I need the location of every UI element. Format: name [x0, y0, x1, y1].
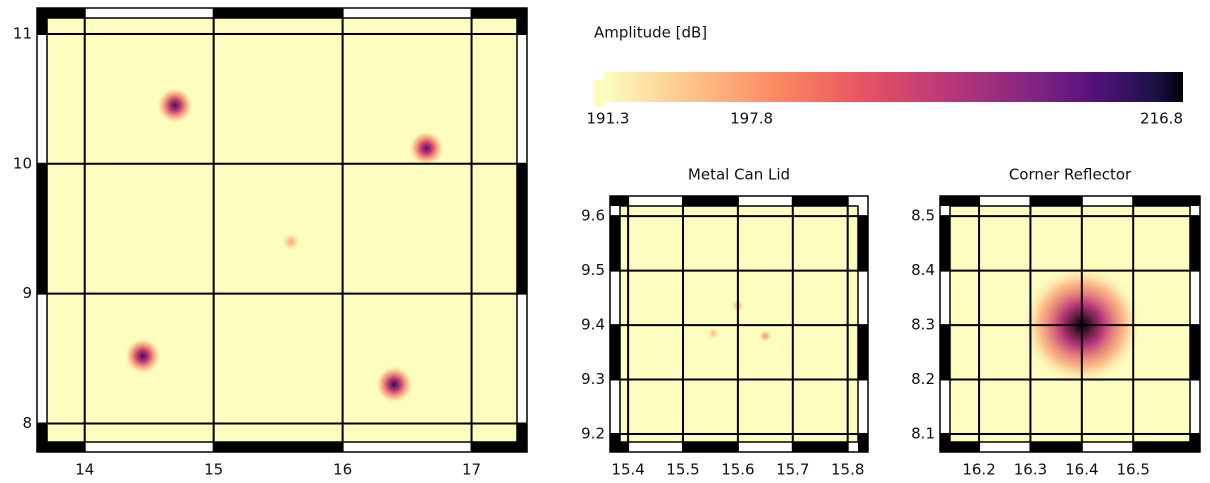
x-tick-label: 15.6: [721, 461, 754, 479]
border-segment: [471, 442, 527, 452]
border-segment: [940, 196, 980, 206]
border-segment: [517, 8, 527, 34]
panel: Metal Can Lid 15.4 15.5 15.6 15.7 15.8 9.2 9.3 9…: [581, 166, 869, 479]
inner-frame: [949, 205, 1191, 443]
border-segment: [37, 442, 85, 452]
border-segment: [940, 442, 980, 452]
y-tick-label: 11: [13, 24, 32, 42]
border-segment: [471, 8, 527, 18]
target: [707, 327, 720, 340]
x-tick-label: 15: [204, 461, 223, 479]
target: [375, 365, 414, 404]
x-tick-label: 14: [75, 461, 94, 479]
y-tick-label: 8.4: [911, 261, 935, 279]
y-tick-label: 9.2: [581, 425, 605, 443]
border-segment: [37, 8, 85, 18]
plot-area: [47, 18, 517, 442]
border-segment: [213, 442, 343, 452]
border-segment: [683, 196, 738, 206]
inner-frame: [619, 205, 859, 443]
panel-title: Metal Can Lid: [688, 166, 790, 184]
border-segment: [940, 434, 950, 452]
plot-area: [620, 206, 858, 442]
border-segment: [858, 216, 868, 271]
border-segment: [213, 8, 343, 18]
border-segment: [940, 216, 950, 271]
y-tick-label: 9.5: [581, 261, 605, 279]
x-tick-label: 15.8: [831, 461, 864, 479]
panel: Corner Reflector 16.2 16.3 16.4 16.5 8.1 8.2 8.…: [911, 166, 1201, 479]
border-segment: [37, 8, 47, 34]
inner-frame: [46, 17, 518, 443]
x-tick-label: 16.2: [962, 461, 995, 479]
y-tick-label: 8.2: [911, 370, 935, 388]
border-segment: [858, 434, 868, 452]
border-segment: [1030, 442, 1082, 452]
y-tick-label: 9: [22, 284, 32, 302]
y-tick-label: 8.3: [911, 316, 935, 334]
border-segment: [792, 196, 848, 206]
y-tick-label: 8.5: [911, 207, 935, 225]
border-segment: [610, 434, 620, 452]
border-segment: [517, 163, 527, 294]
colorbar-extension: [594, 80, 604, 106]
image: [124, 86, 445, 404]
y-tick-label: 8: [22, 414, 32, 432]
border-segment: [610, 325, 620, 380]
border-segment: [1133, 196, 1200, 206]
border-segment: [610, 196, 629, 206]
x-tick-label: 16.4: [1065, 461, 1098, 479]
x-tick-label: 15.5: [666, 461, 699, 479]
x-tick-label: 16: [333, 461, 352, 479]
panel-title: Corner Reflector: [1009, 166, 1132, 184]
target: [156, 86, 194, 124]
colorbar: [604, 72, 1183, 102]
target: [281, 232, 301, 251]
border-segment: [1030, 196, 1082, 206]
border-segment: [1133, 442, 1200, 452]
border-segment: [1190, 434, 1200, 452]
x-tick-label: 16.5: [1116, 461, 1149, 479]
target: [124, 337, 162, 375]
y-tick-label: 9.3: [581, 370, 605, 388]
border-segment: [610, 216, 620, 271]
border-segment: [517, 423, 527, 452]
y-tick-label: 9.6: [581, 207, 605, 225]
border-segment: [940, 325, 950, 380]
border-segment: [792, 442, 848, 452]
x-tick-label: 17: [462, 461, 481, 479]
colorbar-label: Amplitude [dB]: [594, 24, 707, 42]
border-segment: [37, 163, 47, 294]
y-tick-label: 10: [13, 154, 32, 172]
panel: 14 15 16 17 8 9 10 11: [13, 7, 528, 479]
target: [758, 329, 773, 343]
y-tick-label: 8.1: [911, 425, 935, 443]
image: [707, 299, 773, 343]
border-segment: [858, 325, 868, 380]
x-tick-label: 15.4: [611, 461, 644, 479]
y-tick-label: 9.4: [581, 316, 605, 334]
colorbar-tick-label: 191.3: [587, 110, 630, 128]
border-segment: [37, 423, 47, 452]
border-segment: [1190, 325, 1200, 380]
x-tick-label: 16.3: [1014, 461, 1047, 479]
colorbar-tick-label: 216.8: [1140, 110, 1183, 128]
border-segment: [683, 442, 738, 452]
border-segment: [1190, 216, 1200, 271]
target: [408, 130, 445, 167]
x-tick-label: 15.7: [776, 461, 809, 479]
colorbar-tick-label: 197.8: [730, 110, 773, 128]
